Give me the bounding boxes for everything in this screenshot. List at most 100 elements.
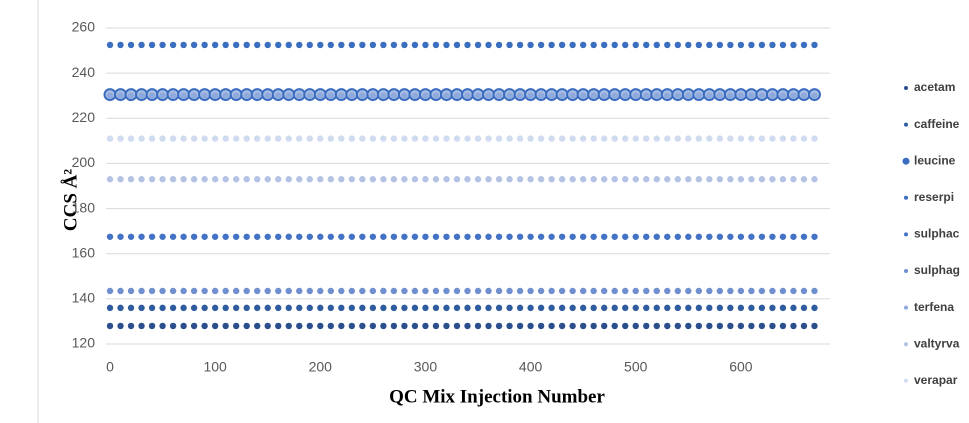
data-point: [758, 41, 766, 49]
data-point: [443, 287, 450, 295]
data-point: [769, 176, 776, 183]
data-point: [685, 41, 692, 49]
data-point: [748, 41, 755, 49]
data-point: [380, 92, 387, 99]
data-point: [432, 233, 440, 240]
legend-label: sulphag: [914, 263, 960, 277]
data-point: [422, 322, 429, 330]
data-point: [548, 304, 555, 312]
data-point: [169, 304, 177, 312]
y-tick-label: 240: [72, 64, 96, 80]
data-point: [296, 287, 303, 295]
data-point: [411, 176, 419, 183]
data-point: [211, 304, 219, 312]
data-point: [495, 92, 503, 99]
data-point: [611, 176, 618, 183]
x-tick-label: 600: [729, 359, 753, 375]
data-point: [716, 135, 724, 142]
data-point: [537, 287, 545, 295]
data-point: [369, 92, 377, 99]
data-point: [800, 304, 808, 312]
data-point: [748, 233, 755, 240]
data-point: [569, 304, 576, 312]
data-point: [558, 92, 566, 99]
data-point: [411, 304, 419, 312]
data-point: [254, 135, 261, 142]
data-point: [548, 176, 555, 183]
data-point: [453, 176, 461, 183]
data-point: [516, 41, 524, 49]
data-point: [611, 41, 618, 49]
data-point: [148, 287, 156, 295]
data-point: [506, 135, 513, 142]
data-point: [737, 92, 745, 99]
data-point: [558, 135, 566, 142]
data-point: [127, 135, 135, 142]
data-point: [369, 176, 377, 183]
data-point: [138, 287, 145, 295]
data-point: [569, 41, 576, 49]
data-point: [727, 304, 734, 312]
data-point: [611, 233, 618, 240]
data-point: [285, 135, 292, 142]
data-point: [422, 176, 429, 183]
data-point: [211, 135, 219, 142]
data-point: [348, 176, 356, 183]
x-tick-label: 0: [106, 359, 114, 375]
data-point: [148, 41, 156, 49]
data-point: [769, 41, 776, 49]
data-point: [369, 233, 377, 240]
data-point: [401, 176, 408, 183]
data-point: [464, 304, 471, 312]
data-point: [527, 41, 534, 49]
data-point: [159, 92, 166, 99]
data-point: [275, 287, 282, 295]
data-point: [527, 176, 534, 183]
data-point: [190, 322, 198, 330]
data-point: [359, 41, 366, 49]
data-point: [348, 322, 356, 330]
data-point: [180, 176, 187, 183]
data-point: [211, 92, 219, 99]
data-point: [138, 233, 145, 240]
data-point: [317, 135, 324, 142]
data-point: [811, 41, 818, 49]
data-point: [432, 322, 440, 330]
data-point: [464, 322, 471, 330]
data-point: [327, 41, 335, 49]
data-point: [516, 287, 524, 295]
data-point: [464, 92, 471, 99]
data-point: [390, 304, 398, 312]
data-point: [127, 287, 135, 295]
data-point: [306, 135, 313, 142]
data-point: [159, 135, 166, 142]
data-point: [380, 304, 387, 312]
data-point: [495, 287, 503, 295]
data-point: [443, 233, 450, 240]
data-point: [779, 304, 787, 312]
data-point: [243, 322, 250, 330]
data-point: [453, 92, 461, 99]
data-point: [685, 92, 692, 99]
data-point: [685, 287, 692, 295]
data-point: [453, 233, 461, 240]
data-point: [138, 41, 145, 49]
data-point: [348, 135, 356, 142]
data-point: [474, 322, 482, 330]
data-point: [243, 92, 250, 99]
data-point: [779, 176, 787, 183]
data-point: [558, 304, 566, 312]
data-point: [411, 322, 419, 330]
data-point: [758, 304, 766, 312]
data-point: [674, 287, 681, 295]
data-point: [611, 304, 618, 312]
data-point: [622, 92, 629, 99]
data-point: [537, 304, 545, 312]
data-point: [548, 41, 555, 49]
data-point: [779, 233, 787, 240]
data-point: [117, 176, 124, 183]
data-point: [211, 233, 219, 240]
data-point: [653, 304, 660, 312]
data-point: [390, 322, 398, 330]
